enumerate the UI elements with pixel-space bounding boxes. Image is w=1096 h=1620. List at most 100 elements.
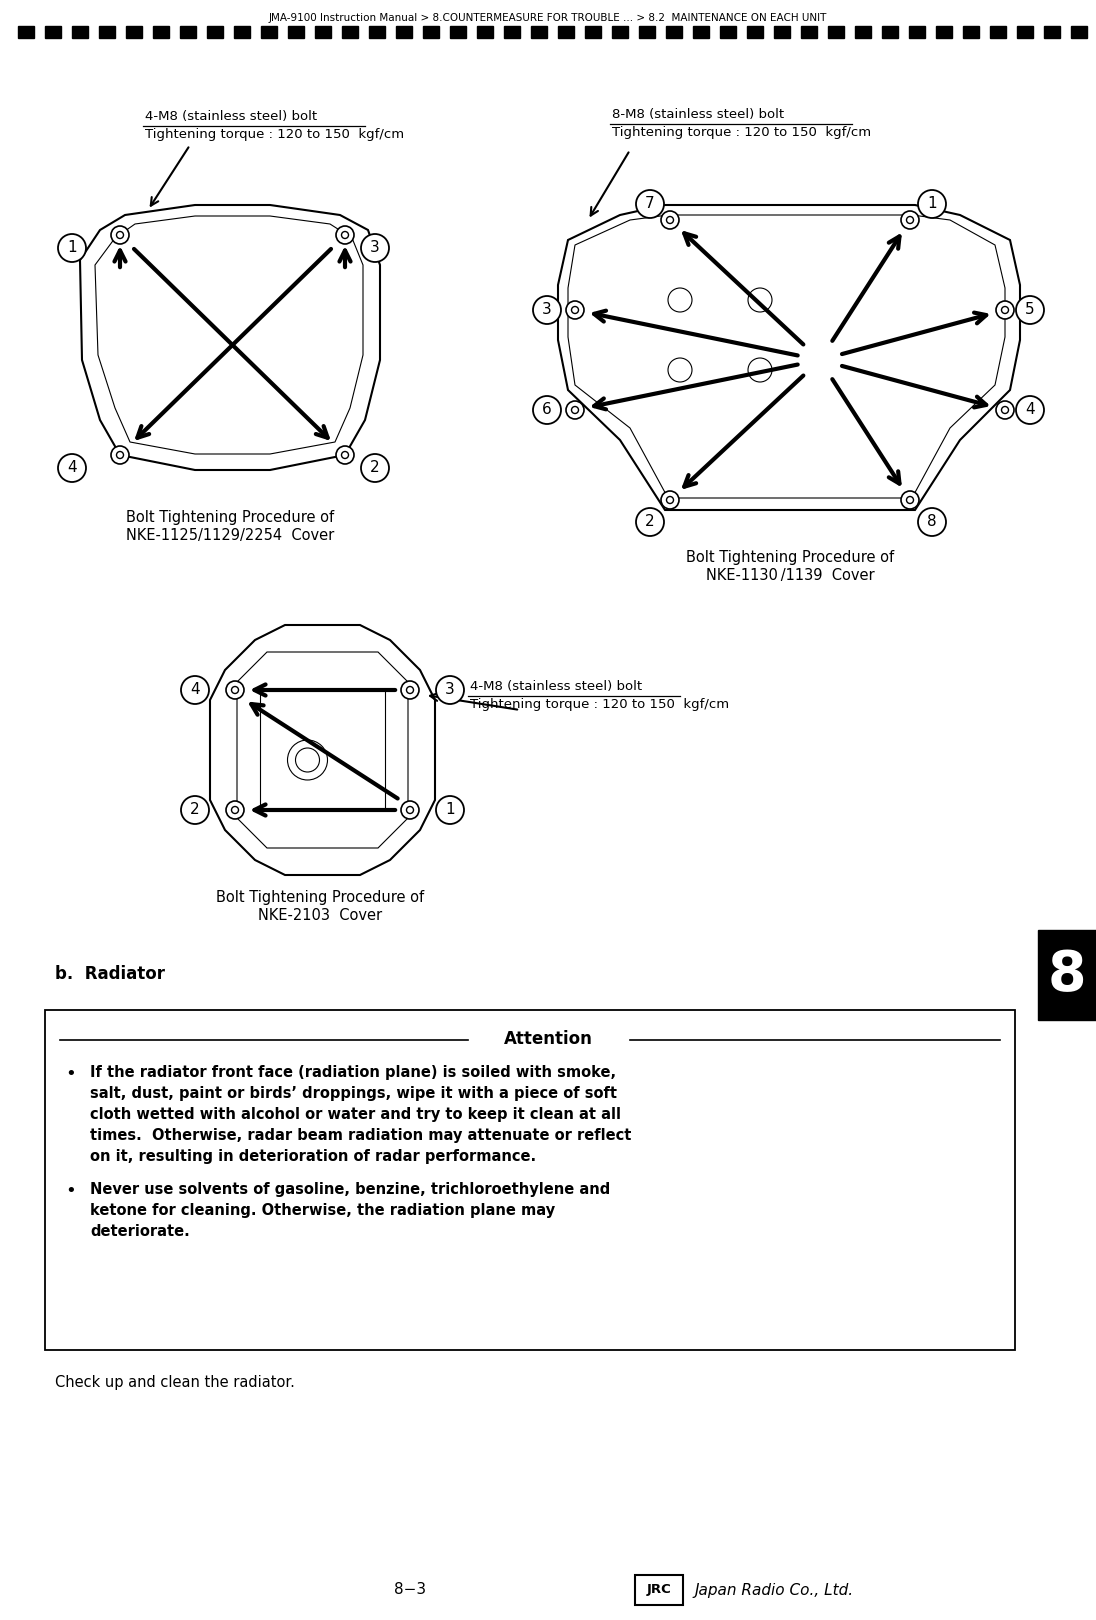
- Bar: [261, 26, 277, 37]
- Circle shape: [407, 687, 413, 693]
- Circle shape: [636, 190, 664, 219]
- Text: 2: 2: [191, 802, 199, 818]
- Text: Check up and clean the radiator.: Check up and clean the radiator.: [55, 1375, 295, 1390]
- Bar: [1017, 26, 1034, 37]
- Bar: [153, 26, 169, 37]
- Text: cloth wetted with alcohol or water and try to keep it clean at all: cloth wetted with alcohol or water and t…: [90, 1106, 621, 1123]
- Bar: [315, 26, 331, 37]
- Circle shape: [342, 232, 349, 238]
- Circle shape: [226, 680, 244, 698]
- Circle shape: [231, 687, 239, 693]
- Text: NKE-1130 /1139  Cover: NKE-1130 /1139 Cover: [706, 569, 875, 583]
- Bar: [288, 26, 304, 37]
- Bar: [774, 26, 790, 37]
- Bar: [260, 690, 385, 810]
- Text: •: •: [65, 1183, 76, 1200]
- Text: If the radiator front face (radiation plane) is soiled with smoke,: If the radiator front face (radiation pl…: [90, 1064, 616, 1081]
- Bar: [1038, 930, 1096, 1021]
- Circle shape: [116, 452, 124, 458]
- Text: 1: 1: [927, 196, 937, 212]
- Circle shape: [906, 217, 913, 224]
- Circle shape: [661, 491, 680, 509]
- Bar: [530, 26, 547, 37]
- Circle shape: [918, 190, 946, 219]
- Bar: [827, 26, 844, 37]
- Text: Tightening torque : 120 to 150  kgf/cm: Tightening torque : 120 to 150 kgf/cm: [470, 698, 729, 711]
- Circle shape: [181, 676, 209, 705]
- Text: 3: 3: [370, 240, 380, 256]
- Circle shape: [58, 454, 85, 483]
- Circle shape: [407, 807, 413, 813]
- Text: 2: 2: [646, 515, 654, 530]
- Circle shape: [906, 496, 913, 504]
- Circle shape: [1016, 296, 1044, 324]
- Text: Bolt Tightening Procedure of: Bolt Tightening Procedure of: [216, 889, 424, 906]
- Circle shape: [901, 491, 920, 509]
- Text: times.  Otherwise, radar beam radiation may attenuate or reflect: times. Otherwise, radar beam radiation m…: [90, 1128, 631, 1144]
- Text: JRC: JRC: [647, 1583, 672, 1596]
- Circle shape: [666, 496, 674, 504]
- Circle shape: [1002, 306, 1008, 314]
- Bar: [635, 1575, 683, 1605]
- Circle shape: [342, 452, 349, 458]
- Text: 7: 7: [646, 196, 654, 212]
- Circle shape: [111, 446, 129, 463]
- Bar: [126, 26, 142, 37]
- Text: 4-M8 (stainless steel) bolt: 4-M8 (stainless steel) bolt: [470, 680, 642, 693]
- Circle shape: [667, 288, 692, 313]
- Text: 6: 6: [543, 402, 552, 418]
- Circle shape: [666, 217, 674, 224]
- Text: Attention: Attention: [503, 1030, 593, 1048]
- Circle shape: [116, 232, 124, 238]
- Bar: [882, 26, 898, 37]
- Circle shape: [566, 402, 584, 420]
- Text: 1: 1: [445, 802, 455, 818]
- Circle shape: [58, 233, 85, 262]
- Circle shape: [336, 446, 354, 463]
- Circle shape: [401, 680, 419, 698]
- Text: deteriorate.: deteriorate.: [90, 1225, 190, 1239]
- Circle shape: [667, 358, 692, 382]
- Circle shape: [996, 402, 1014, 420]
- Bar: [585, 26, 601, 37]
- Circle shape: [996, 301, 1014, 319]
- Circle shape: [181, 795, 209, 825]
- Bar: [18, 26, 34, 37]
- Text: NKE-2103  Cover: NKE-2103 Cover: [258, 907, 383, 923]
- Bar: [693, 26, 709, 37]
- Bar: [99, 26, 115, 37]
- Text: 3: 3: [543, 303, 552, 318]
- Bar: [423, 26, 439, 37]
- Circle shape: [436, 795, 464, 825]
- Circle shape: [336, 227, 354, 245]
- Circle shape: [661, 211, 680, 228]
- Bar: [666, 26, 682, 37]
- Bar: [504, 26, 520, 37]
- Circle shape: [533, 395, 561, 424]
- Bar: [801, 26, 817, 37]
- Text: JMA-9100 Instruction Manual > 8.COUNTERMEASURE FOR TROUBLE ... > 8.2  MAINTENANC: JMA-9100 Instruction Manual > 8.COUNTERM…: [269, 13, 827, 23]
- Text: Never use solvents of gasoline, benzine, trichloroethylene and: Never use solvents of gasoline, benzine,…: [90, 1183, 610, 1197]
- Text: Japan Radio Co., Ltd.: Japan Radio Co., Ltd.: [695, 1583, 854, 1597]
- Text: 4-M8 (stainless steel) bolt: 4-M8 (stainless steel) bolt: [145, 110, 317, 123]
- Text: 8−3: 8−3: [393, 1583, 426, 1597]
- Circle shape: [571, 306, 579, 314]
- Circle shape: [231, 807, 239, 813]
- Circle shape: [401, 800, 419, 820]
- Bar: [235, 26, 250, 37]
- Text: on it, resulting in deterioration of radar performance.: on it, resulting in deterioration of rad…: [90, 1149, 536, 1165]
- Circle shape: [747, 358, 772, 382]
- Circle shape: [1016, 395, 1044, 424]
- Bar: [207, 26, 222, 37]
- Bar: [72, 26, 88, 37]
- Circle shape: [226, 800, 244, 820]
- Text: 4: 4: [191, 682, 199, 698]
- Text: salt, dust, paint or birds’ droppings, wipe it with a piece of soft: salt, dust, paint or birds’ droppings, w…: [90, 1085, 617, 1102]
- Text: •: •: [65, 1064, 76, 1084]
- Bar: [1044, 26, 1060, 37]
- Bar: [936, 26, 952, 37]
- Bar: [45, 26, 61, 37]
- Text: 2: 2: [370, 460, 380, 476]
- Bar: [963, 26, 979, 37]
- Bar: [477, 26, 493, 37]
